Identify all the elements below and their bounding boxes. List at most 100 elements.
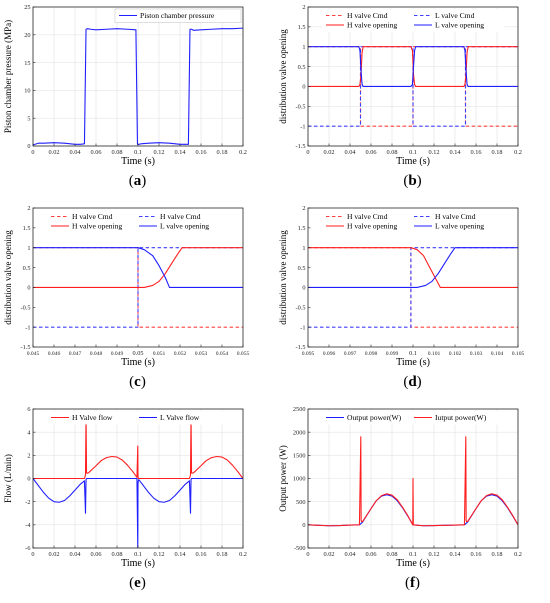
y-tick-label: 1: [302, 245, 305, 252]
y-tick-label: -1.5: [296, 143, 306, 150]
x-tick-label: 0.08: [111, 551, 122, 558]
x-tick-label: 0.04: [344, 149, 356, 156]
y-tick-label: 0: [27, 476, 30, 483]
legend-label: H valve Cmd: [347, 212, 388, 221]
x-axis-label: Time (s): [121, 156, 155, 167]
x-tick-label: 0.101: [428, 351, 441, 357]
y-tick-label: -6: [25, 545, 30, 552]
chart-c-caption: (c): [129, 374, 146, 390]
y-tick-label: -0.5: [296, 103, 306, 110]
x-tick-label: 0.14: [449, 149, 461, 156]
x-tick-label: 0.18: [216, 149, 227, 156]
x-tick-label: 0.1: [409, 551, 417, 558]
x-tick-label: 0.18: [491, 149, 502, 156]
series-line-3: [33, 247, 243, 288]
y-tick-label: -2: [25, 499, 30, 506]
chart-panel-d: 0.095 0.096 0.097 0.098 0.099 0.1 0.101 0.102 0.…: [275, 201, 550, 402]
y-tick-label: 1000: [293, 476, 306, 483]
y-axis-label: Flow (L/min): [3, 454, 13, 503]
x-tick-label: 0.1: [409, 149, 417, 156]
y-tick-label: -4: [25, 522, 31, 529]
legend-label: Piston chamber pressure: [140, 11, 215, 20]
x-tick-label: 0.18: [491, 551, 502, 558]
legend-label: H valve opening: [347, 21, 397, 30]
x-tick-label: 0.2: [239, 551, 247, 558]
x-tick-label: 0.06: [90, 149, 101, 156]
y-tick-label: 20: [24, 32, 30, 39]
legend: Output power(W) Iutput power(W): [322, 411, 504, 425]
x-tick-label: 0.048: [90, 351, 103, 357]
legend-label: L valve opening: [160, 222, 209, 231]
chart-panel-c: 0.045 0.046 0.047 0.048 0.049 0.05 0.051 0.052 0…: [0, 201, 275, 402]
x-tick-label: 0.097: [344, 351, 357, 357]
y-tick-label: 2: [27, 205, 30, 212]
series-line-2: [308, 436, 518, 527]
legend-box: [114, 8, 242, 23]
series-line-2: [33, 477, 243, 548]
chart-f-caption: (f): [405, 575, 420, 591]
x-tick-label: 0.055: [237, 351, 250, 357]
y-tick-label: 0: [27, 285, 30, 292]
x-axis-label: Time (s): [121, 357, 155, 368]
x-tick-label: 0.14: [174, 551, 186, 558]
x-tick-label: 0.06: [365, 149, 376, 156]
x-tick-label: 0.1: [134, 149, 142, 156]
x-tick-label: 0.16: [195, 149, 206, 156]
y-tick-label: 0: [27, 143, 30, 150]
y-tick-label: 1.5: [298, 225, 306, 232]
chart-a-caption: (a): [128, 173, 147, 189]
legend-box: [322, 210, 504, 233]
x-tick-label: 0.054: [216, 351, 229, 357]
y-tick-label: 1.5: [23, 225, 31, 232]
x-tick-label: 0.099: [386, 351, 399, 357]
legend-label: H valve opening: [72, 222, 122, 231]
x-tick-label: 0.102: [449, 351, 462, 357]
series-line-4: [33, 247, 243, 288]
y-tick-label: 2000: [293, 429, 306, 436]
x-tick-label: 0.095: [302, 351, 315, 357]
chart-b-caption: (b): [403, 173, 422, 189]
chart-e-svg: 0 0.02 0.04 0.06 0.08 0.1 0.12 0.14 0.16 0.18 0.2 -…: [3, 406, 247, 569]
y-tick-label: 500: [296, 499, 305, 506]
y-tick-label: 5: [27, 115, 30, 122]
chart-d-caption: (d): [403, 374, 422, 390]
x-tick-label: 0.08: [386, 149, 397, 156]
y-tick-label: 0.5: [298, 265, 306, 272]
legend-box: [47, 411, 229, 425]
x-tick-label: 0: [306, 551, 309, 558]
y-tick-label: -1: [25, 324, 30, 331]
x-tick-label: 0.098: [365, 351, 378, 357]
x-tick-label: 0.049: [111, 351, 124, 357]
chart-panel-b: 0 0.02 0.04 0.06 0.08 0.1 0.12 0.14 0.16 0.18 0.2 -…: [275, 0, 550, 201]
x-tick-label: 0.045: [27, 351, 40, 357]
x-tick-label: 0.05: [132, 350, 143, 357]
chart-d-svg: 0.095 0.096 0.097 0.098 0.099 0.1 0.101 0.102 0.…: [278, 205, 524, 368]
x-axis-label: Time (s): [121, 558, 155, 569]
x-tick-label: 0.052: [174, 351, 187, 357]
y-tick-label: -1.5: [21, 344, 31, 351]
chart-f-svg: 0 0.02 0.04 0.06 0.08 0.1 0.12 0.14 0.16 0.18 0.2 -…: [278, 406, 522, 569]
x-tick-label: 0.053: [195, 351, 208, 357]
y-tick-label: 0: [302, 84, 305, 91]
x-tick-label: 0.2: [514, 149, 522, 156]
y-tick-label: 15: [24, 60, 30, 67]
chart-c-svg: 0.045 0.046 0.047 0.048 0.049 0.05 0.051 0.052 0…: [3, 205, 250, 368]
y-tick-label: 2: [302, 4, 305, 11]
y-tick-label: -1.5: [296, 344, 306, 351]
legend-label: L valve opening: [435, 222, 484, 231]
y-axis-label: distribution valve opening: [278, 29, 288, 124]
legend-label: H valve Cmd: [72, 212, 113, 221]
y-tick-label: -1: [300, 123, 305, 130]
legend: H Valve flow L Valve flow: [47, 411, 229, 425]
legend-label: Output power(W): [347, 413, 402, 422]
y-tick-label: 1: [27, 245, 30, 252]
legend-label: L valve Cmd: [435, 11, 475, 20]
x-tick-label: 0.12: [153, 551, 164, 558]
y-tick-label: -500: [294, 545, 306, 552]
legend-label: H valve opening: [347, 222, 397, 231]
x-tick-label: 0: [306, 149, 309, 156]
series-line-4: [308, 46, 518, 87]
y-tick-label: -0.5: [21, 304, 31, 311]
